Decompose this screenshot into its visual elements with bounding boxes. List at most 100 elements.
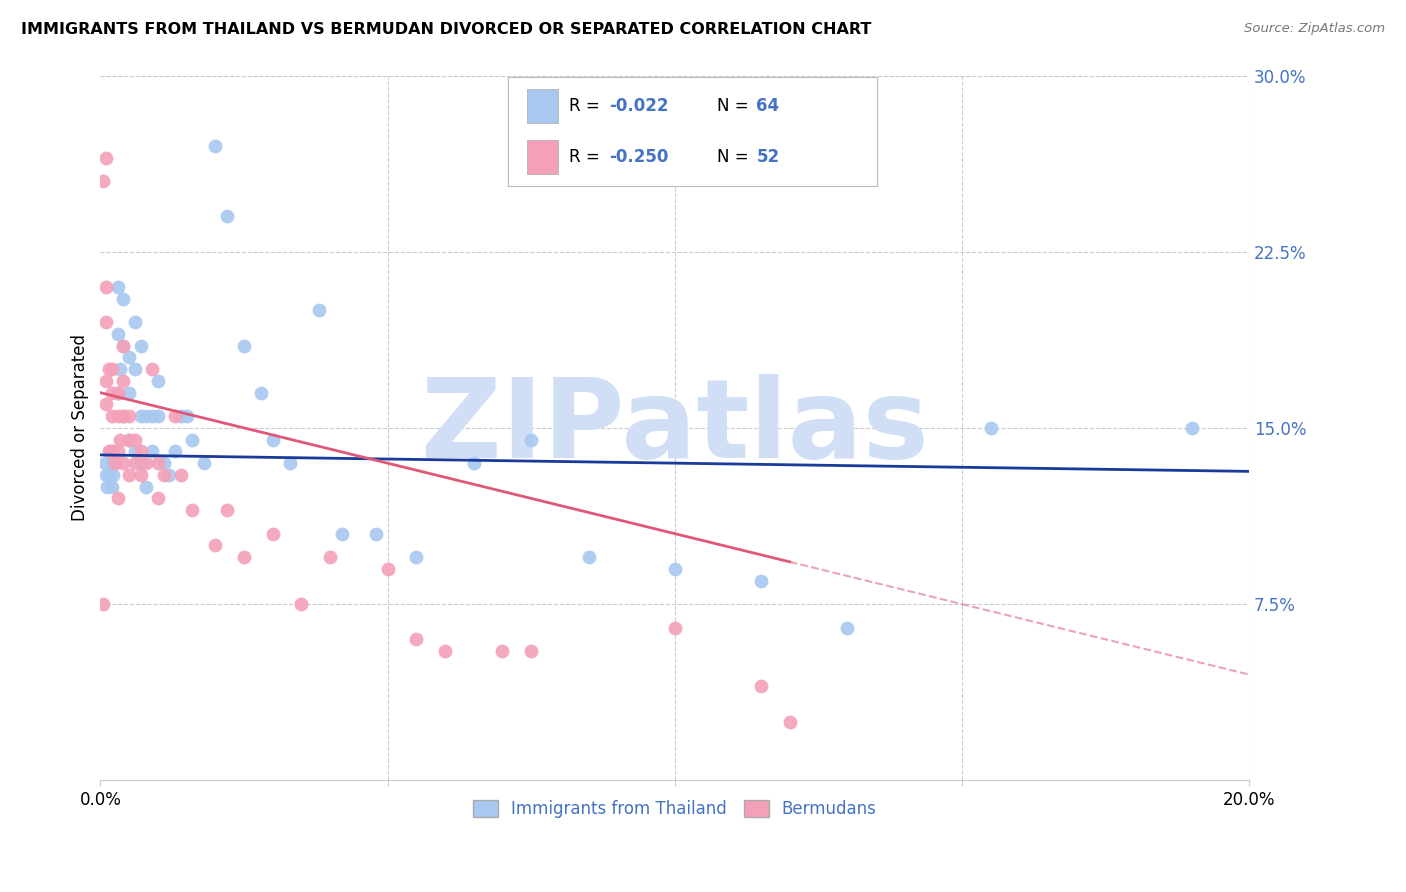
Point: [463, 456, 485, 470]
Point: [124, 444, 146, 458]
Point: [104, 456, 127, 470]
Point: [91, 597, 114, 611]
Point: [94, 151, 117, 165]
Point: [101, 467, 124, 482]
Point: [980, 421, 1002, 435]
Point: [118, 433, 141, 447]
Point: [146, 491, 169, 506]
Point: [163, 444, 186, 458]
Point: [107, 385, 129, 400]
Point: [835, 621, 858, 635]
Point: [129, 467, 152, 482]
Point: [135, 409, 157, 424]
Point: [124, 456, 146, 470]
Point: [118, 385, 141, 400]
Point: [96, 480, 118, 494]
Text: 64: 64: [756, 97, 779, 115]
Point: [146, 456, 169, 470]
Point: [141, 362, 163, 376]
Point: [107, 491, 129, 506]
Point: [152, 456, 174, 470]
Point: [101, 385, 124, 400]
Point: [170, 409, 193, 424]
Point: [204, 538, 226, 552]
Point: [250, 385, 273, 400]
Point: [233, 550, 256, 565]
Point: [215, 503, 238, 517]
Point: [98, 362, 121, 376]
Point: [107, 409, 129, 424]
Point: [129, 456, 152, 470]
Point: [135, 480, 157, 494]
Text: ZIPatlas: ZIPatlas: [420, 375, 928, 482]
Point: [152, 467, 174, 482]
Point: [1181, 421, 1204, 435]
Point: [101, 362, 124, 376]
Point: [129, 409, 152, 424]
Point: [157, 467, 180, 482]
Point: [170, 467, 193, 482]
Point: [101, 444, 124, 458]
Point: [262, 526, 284, 541]
Text: R =: R =: [569, 97, 606, 115]
Point: [520, 433, 543, 447]
Point: [129, 339, 152, 353]
Point: [664, 562, 686, 576]
Point: [262, 433, 284, 447]
Point: [101, 456, 124, 470]
Point: [112, 292, 135, 306]
Point: [124, 433, 146, 447]
Point: [124, 315, 146, 329]
Text: -0.250: -0.250: [609, 148, 668, 166]
Point: [107, 280, 129, 294]
Text: IMMIGRANTS FROM THAILAND VS BERMUDAN DIVORCED OR SEPARATED CORRELATION CHART: IMMIGRANTS FROM THAILAND VS BERMUDAN DIV…: [21, 22, 872, 37]
Point: [146, 409, 169, 424]
Y-axis label: Divorced or Separated: Divorced or Separated: [72, 334, 89, 522]
Point: [98, 444, 121, 458]
Point: [193, 456, 215, 470]
Point: [278, 456, 301, 470]
Legend: Immigrants from Thailand, Bermudans: Immigrants from Thailand, Bermudans: [467, 793, 883, 825]
Point: [215, 210, 238, 224]
Point: [118, 467, 141, 482]
Point: [779, 714, 801, 729]
Point: [98, 467, 121, 482]
Point: [290, 597, 312, 611]
Point: [330, 526, 353, 541]
Point: [204, 139, 226, 153]
Point: [377, 562, 399, 576]
Point: [112, 409, 135, 424]
Point: [110, 433, 132, 447]
Point: [94, 456, 117, 470]
Point: [110, 362, 132, 376]
Point: [94, 280, 117, 294]
Point: [405, 550, 427, 565]
Point: [129, 444, 152, 458]
Point: [163, 409, 186, 424]
Text: R =: R =: [569, 148, 606, 166]
Point: [141, 444, 163, 458]
Point: [405, 632, 427, 647]
Point: [118, 433, 141, 447]
Point: [124, 362, 146, 376]
Point: [91, 174, 114, 188]
Point: [101, 409, 124, 424]
Text: -0.022: -0.022: [609, 97, 668, 115]
Point: [181, 433, 204, 447]
Point: [94, 467, 117, 482]
Point: [112, 456, 135, 470]
Point: [112, 409, 135, 424]
Point: [104, 456, 127, 470]
Point: [181, 503, 204, 517]
Text: 52: 52: [756, 148, 779, 166]
Point: [141, 409, 163, 424]
Point: [664, 621, 686, 635]
Point: [364, 526, 387, 541]
Point: [107, 444, 129, 458]
Point: [101, 480, 124, 494]
Point: [94, 315, 117, 329]
Text: Source: ZipAtlas.com: Source: ZipAtlas.com: [1244, 22, 1385, 36]
Point: [308, 303, 330, 318]
Point: [749, 679, 772, 693]
Point: [433, 644, 456, 658]
